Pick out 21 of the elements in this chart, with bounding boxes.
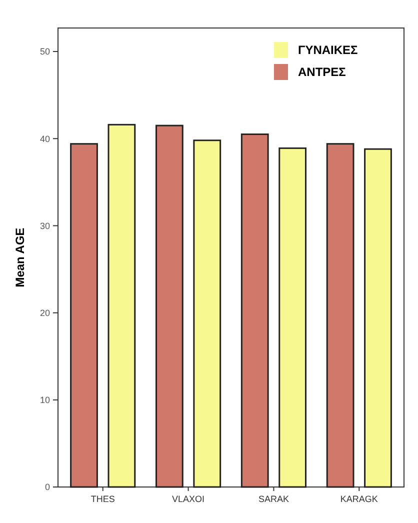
bar — [108, 124, 136, 488]
bar — [278, 147, 307, 488]
legend-label: ΓΥΝΑΙΚΕΣ — [298, 43, 358, 58]
y-tick-label: 50 — [40, 46, 50, 57]
y-axis-title: Mean AGE — [13, 228, 27, 288]
y-tick-label: 10 — [40, 395, 50, 406]
bar — [326, 143, 354, 488]
y-tick-label: 0 — [44, 482, 50, 492]
y-tick-label: 20 — [40, 308, 50, 318]
x-tick-label: SARAK — [258, 494, 289, 504]
y-tick-label: 40 — [40, 134, 50, 144]
bar — [155, 124, 184, 488]
x-tick-label: VLAXOI — [172, 494, 205, 504]
bar — [240, 134, 269, 488]
x-tick-label: THES — [90, 494, 115, 504]
legend-label: ΑΝΤΡΕΣ — [298, 65, 346, 80]
bar — [364, 148, 392, 488]
bar — [70, 143, 98, 488]
bar — [193, 140, 222, 488]
x-tick-label: KARAGK — [340, 494, 378, 504]
y-tick-label: 30 — [40, 220, 50, 231]
